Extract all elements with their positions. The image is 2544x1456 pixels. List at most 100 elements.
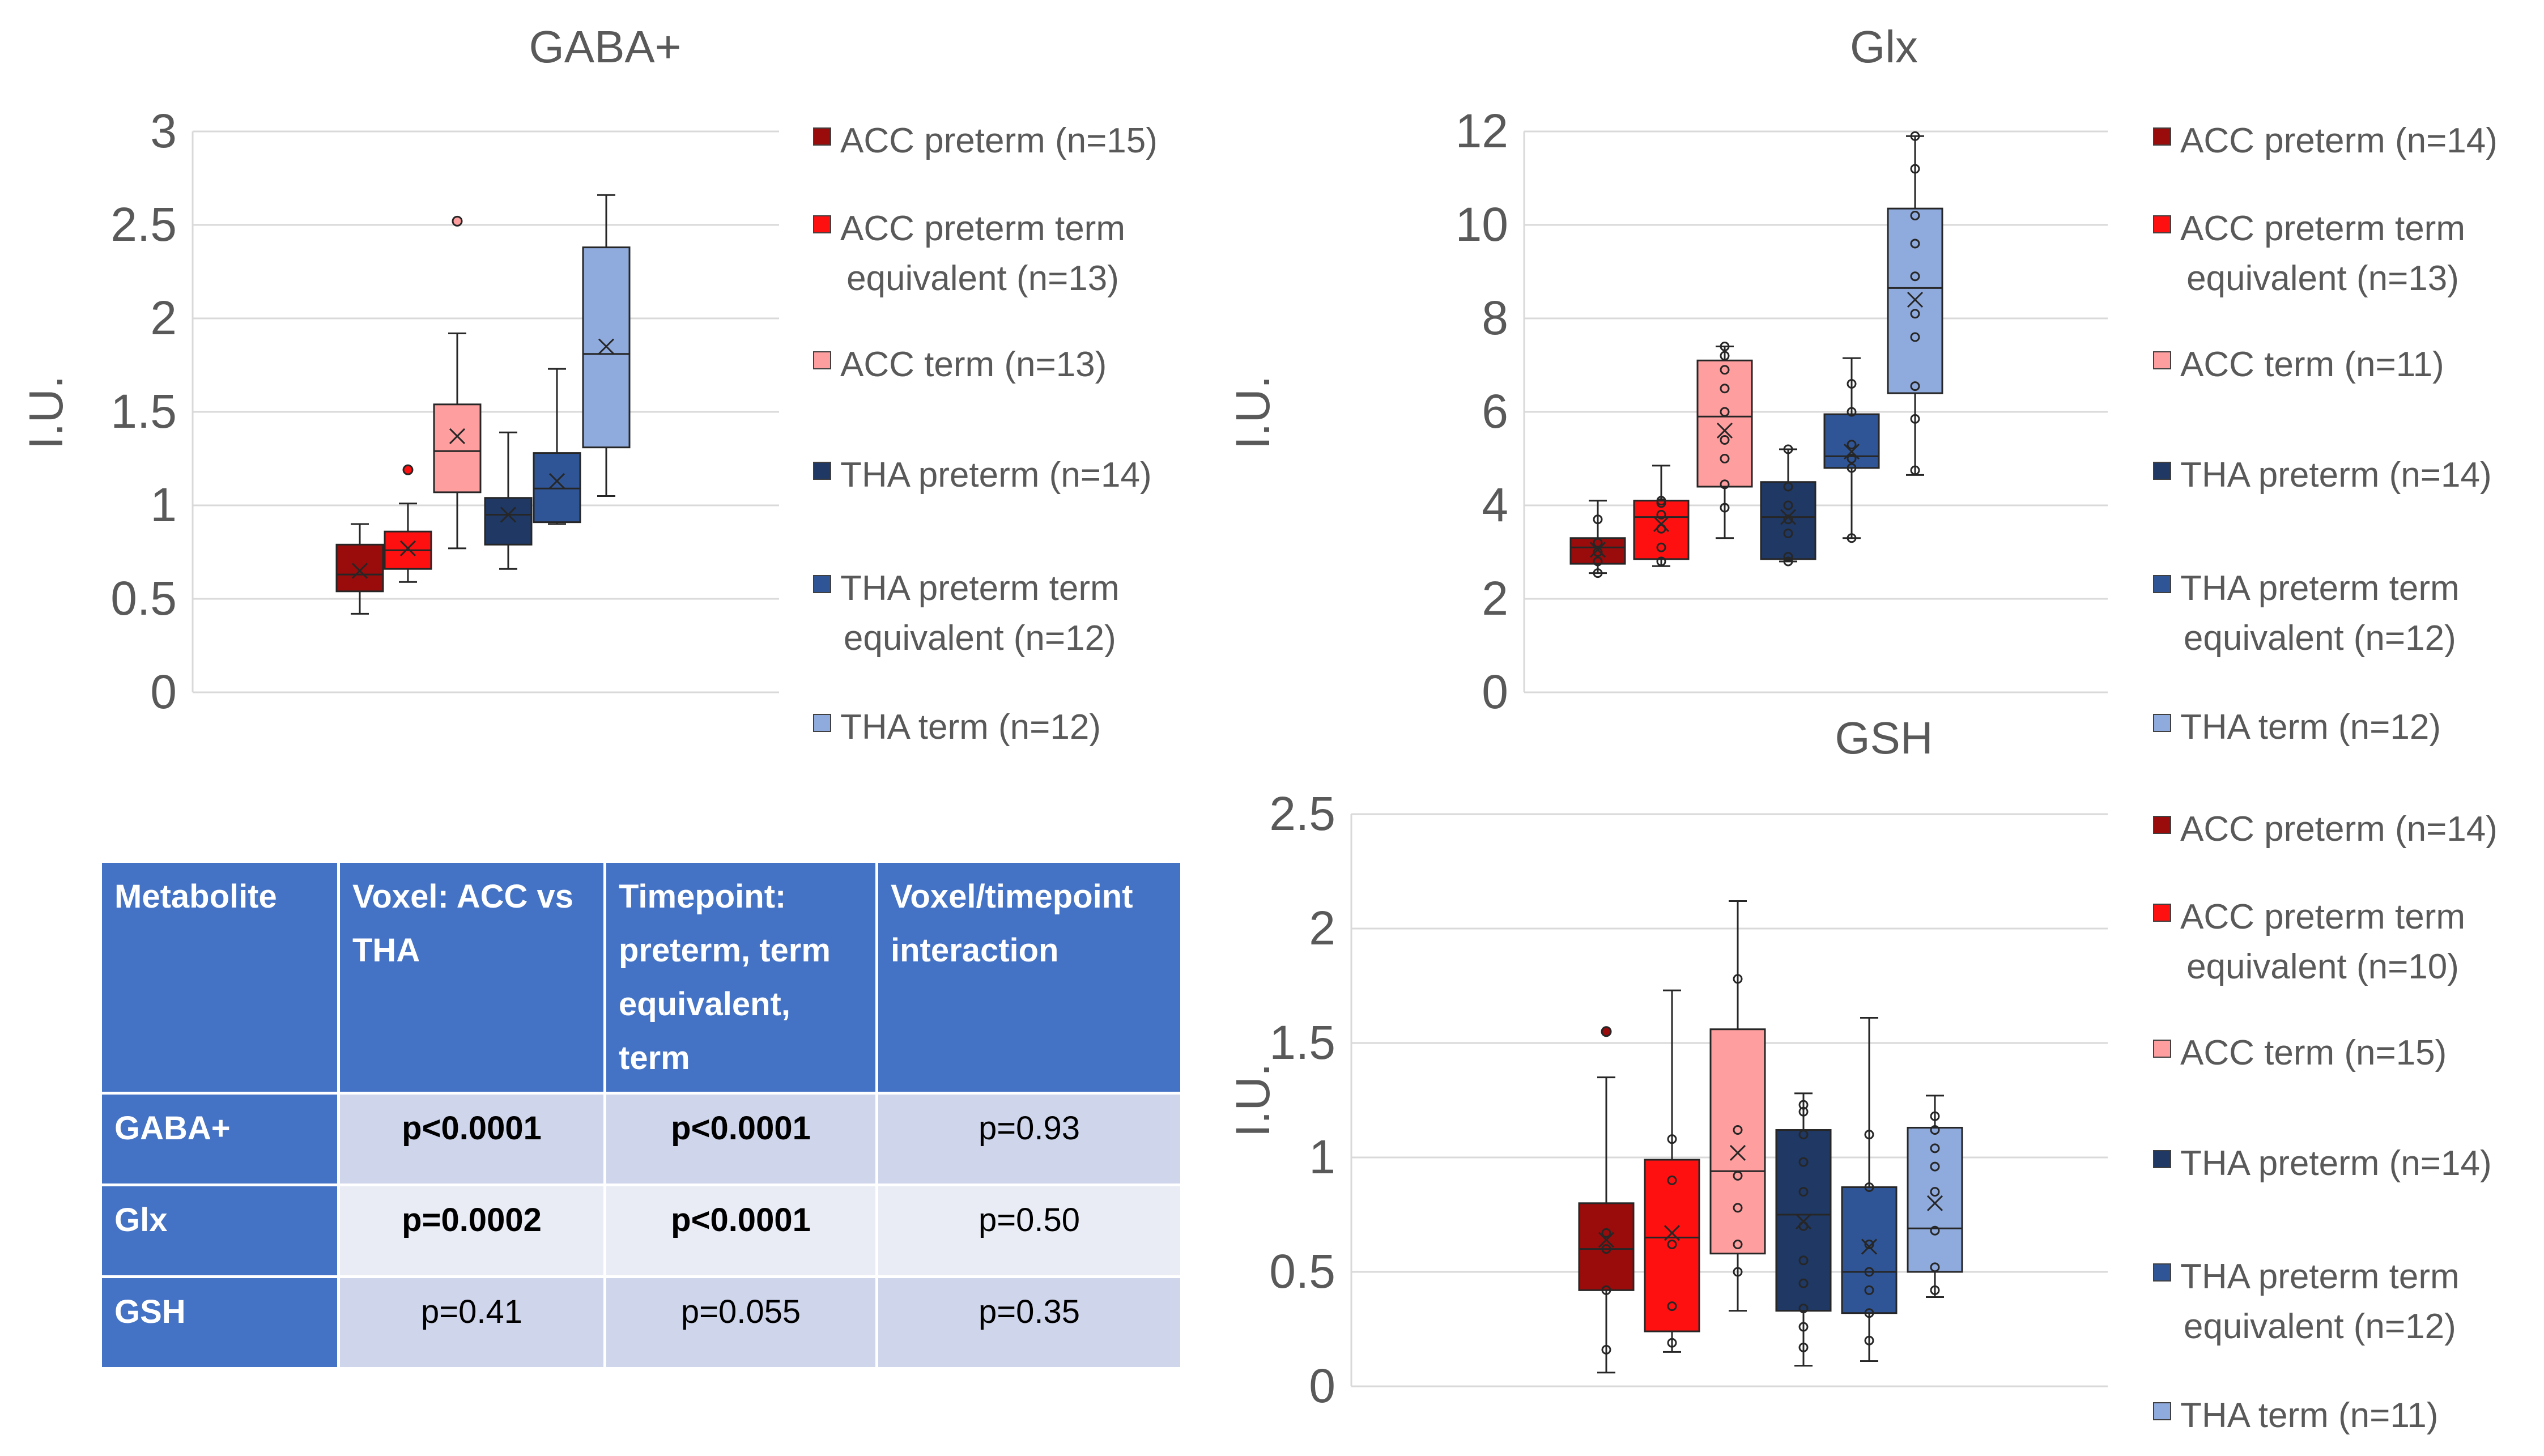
mean-marker: [1716, 422, 1733, 439]
table-cell: p<0.0001: [603, 1183, 878, 1278]
data-point: [1783, 552, 1793, 562]
legend-swatch: [2153, 1263, 2171, 1282]
y-tick-label: 1.5: [110, 385, 177, 438]
box-acc_term: [1709, 900, 1766, 1312]
legend-label: ACC term (n=13): [840, 345, 1107, 384]
data-point: [1720, 435, 1730, 445]
data-point: [1847, 533, 1857, 543]
data-point: [1910, 164, 1920, 174]
data-point: [1864, 1240, 1874, 1250]
table-cell: p<0.0001: [337, 1092, 606, 1186]
y-tick-label: 2.5: [110, 198, 177, 251]
legend-label: THA preterm (n=14): [2180, 1144, 2492, 1183]
data-point: [1864, 1267, 1874, 1277]
box-iqr: [1578, 1202, 1635, 1291]
box-tha_term: [1887, 131, 1943, 476]
data-point: [1593, 556, 1603, 567]
legend-label: THA preterm (n=14): [2180, 455, 2492, 495]
legend-item: THA term (n=11): [2153, 1391, 2438, 1441]
legend-label: THA preterm (n=14): [840, 455, 1152, 495]
legend-swatch: [2153, 462, 2171, 480]
legend-item: ACC preterm term equivalent (n=10): [2153, 892, 2465, 992]
legend-item: THA preterm term equivalent (n=12): [2153, 564, 2460, 663]
y-tick-label: 0.5: [1269, 1245, 1335, 1298]
data-point: [1910, 211, 1920, 220]
glx-legend: ACC preterm (n=14) ACC preterm term equiv…: [2153, 116, 2538, 768]
y-tick-label: 4: [1482, 478, 1508, 531]
data-point: [1847, 407, 1857, 417]
box-iqr: [1644, 1159, 1700, 1332]
legend-label: ACC term (n=15): [2180, 1033, 2447, 1072]
legend-item: ACC term (n=11): [2153, 340, 2444, 390]
data-point: [1601, 1344, 1611, 1355]
y-axis-label: I.U.: [1226, 1063, 1279, 1138]
data-point: [1930, 1262, 1940, 1272]
legend-item: ACC preterm (n=14): [2153, 804, 2498, 854]
y-tick-label: 12: [1456, 104, 1508, 157]
box-acc_preterm: [335, 523, 384, 615]
box-tha_term: [582, 194, 631, 497]
y-tick-label: 2: [1309, 901, 1335, 955]
chart-title: GABA+: [529, 22, 681, 72]
y-tick-label: 1.5: [1269, 1016, 1335, 1069]
data-point: [1798, 1187, 1809, 1197]
box-iqr: [433, 403, 482, 493]
data-point: [1798, 1322, 1809, 1332]
legend-swatch: [2153, 904, 2171, 922]
legend-label: THA preterm term equivalent (n=12): [2180, 1257, 2460, 1346]
data-point: [1720, 365, 1730, 375]
outlier-point: [402, 464, 414, 475]
data-point: [1720, 503, 1730, 513]
data-point: [1930, 1285, 1940, 1295]
gaba-legend: ACC preterm (n=15) ACC preterm term equiv…: [813, 116, 1198, 768]
data-point: [1910, 271, 1920, 282]
legend-label: ACC term (n=11): [2180, 345, 2444, 384]
outlier-point: [1601, 1026, 1612, 1037]
chart-title: GSH: [1835, 713, 1933, 763]
table-cell: p=0.93: [875, 1092, 1183, 1186]
outlier-point: [452, 215, 463, 227]
legend-swatch: [813, 127, 831, 146]
data-point: [1656, 556, 1666, 567]
header-voxel: Voxel: ACC vs THA: [337, 860, 606, 1095]
legend-item: ACC preterm term equivalent (n=13): [813, 204, 1125, 304]
data-point: [1930, 1187, 1940, 1197]
legend-label: ACC preterm (n=15): [840, 121, 1158, 160]
data-point: [1930, 1125, 1940, 1135]
data-point: [1601, 1244, 1611, 1254]
box-tha_term: [1907, 1095, 1963, 1298]
box-acc_preterm_te: [384, 464, 432, 583]
data-point: [1864, 1335, 1874, 1346]
box-iqr: [335, 543, 384, 593]
y-axis-label: I.U.: [1226, 376, 1279, 450]
mean-marker: [548, 473, 565, 489]
legend-item: THA term (n=12): [2153, 703, 2441, 752]
data-point: [1864, 1182, 1874, 1193]
legend-swatch: [2153, 575, 2171, 593]
legend-label: THA term (n=12): [2180, 708, 2441, 747]
mean-marker: [449, 428, 466, 444]
mean-marker: [1653, 516, 1670, 533]
data-point: [1798, 1278, 1809, 1288]
y-axis-label: I.U.: [19, 376, 73, 450]
data-point: [1798, 1255, 1809, 1266]
legend-item: THA preterm (n=14): [2153, 450, 2492, 500]
mean-marker: [1780, 509, 1797, 525]
table-cell: p=0.50: [875, 1183, 1183, 1278]
header-metabolite: Metabolite: [99, 860, 340, 1095]
data-point: [1910, 309, 1920, 319]
y-tick-label: 10: [1456, 198, 1508, 251]
data-point: [1720, 454, 1730, 463]
legend-label: THA term (n=12): [840, 708, 1101, 747]
legend-item: ACC preterm (n=15): [813, 116, 1158, 166]
data-point: [1798, 1100, 1809, 1110]
data-point: [1733, 974, 1743, 984]
box-tha_preterm_te: [1841, 1017, 1898, 1363]
data-point: [1667, 1175, 1677, 1185]
legend-label: ACC preterm term equivalent (n=10): [2180, 897, 2465, 986]
box-iqr: [484, 497, 533, 546]
data-point: [1656, 496, 1666, 506]
legend-swatch: [813, 351, 831, 369]
